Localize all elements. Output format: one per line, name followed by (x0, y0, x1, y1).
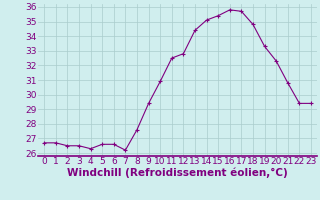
X-axis label: Windchill (Refroidissement éolien,°C): Windchill (Refroidissement éolien,°C) (67, 168, 288, 178)
